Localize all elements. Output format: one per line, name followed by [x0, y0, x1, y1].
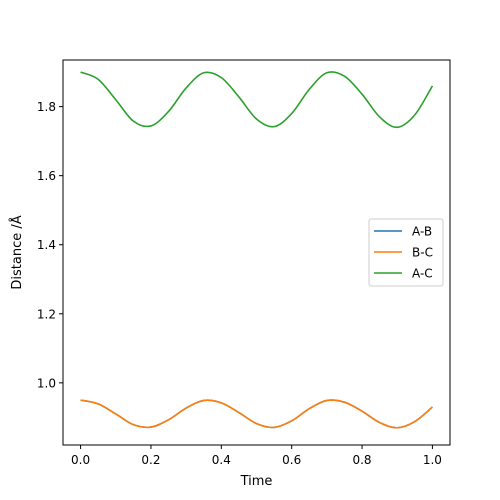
y-axis-label: Distance /Å	[9, 215, 25, 289]
legend-label-b-c: B-C	[412, 246, 433, 260]
x-tick-label: 0.8	[352, 453, 371, 467]
y-tick-label: 1.2	[37, 307, 56, 321]
plot-frame	[62, 59, 451, 446]
legend: A-B B-C A-C	[368, 218, 444, 287]
legend-label-a-c: A-C	[412, 267, 433, 281]
x-axis: 0.0 0.2 0.4 0.6 0.8 1.0	[71, 445, 442, 467]
x-tick-label: 0.2	[141, 453, 160, 467]
series-line-a-c	[80, 71, 434, 129]
series-line-b-c	[80, 399, 433, 429]
x-tick-label: 0.0	[71, 453, 90, 467]
x-axis-label: Time	[240, 474, 273, 489]
legend-box	[368, 218, 444, 287]
y-tick-label: 1.0	[37, 376, 56, 390]
x-tick-label: 0.4	[212, 453, 231, 467]
series-layer	[80, 71, 434, 429]
x-tick-label: 0.6	[282, 453, 301, 467]
y-tick-label: 1.4	[37, 238, 56, 252]
y-axis: 1.0 1.2 1.4 1.6 1.8	[37, 100, 63, 390]
legend-label-a-b: A-B	[412, 225, 432, 239]
x-tick-label: 1.0	[423, 453, 442, 467]
y-tick-label: 1.8	[37, 100, 56, 114]
y-tick-label: 1.6	[37, 169, 56, 183]
